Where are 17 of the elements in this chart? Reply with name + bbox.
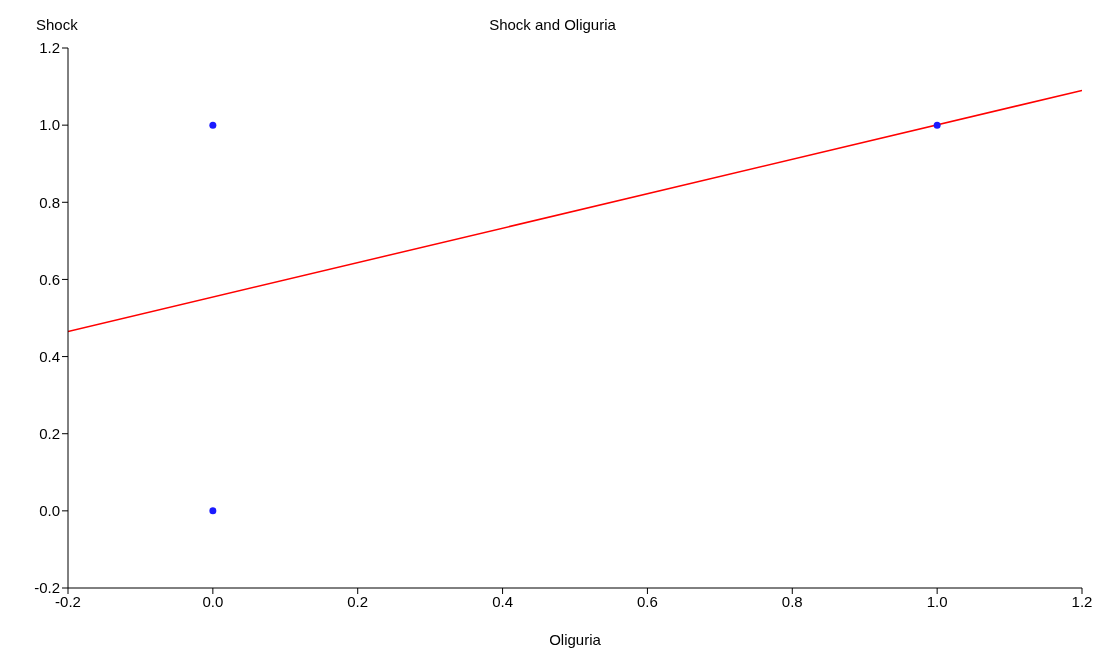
y-tick-label: 0.6: [39, 270, 60, 288]
x-axis-title: Oliguria: [548, 631, 602, 648]
x-tick-label: 1.2: [1071, 592, 1093, 610]
y-tick-label: 0.0: [39, 502, 60, 520]
y-axis-title: Shock: [36, 16, 78, 33]
y-tick-label: 0.8: [39, 193, 60, 211]
x-tick-label: 0.2: [347, 592, 369, 610]
y-tick-label: 0.4: [39, 347, 60, 365]
x-tick-label: 0.4: [492, 592, 513, 610]
x-tick-label: 1.0: [926, 592, 948, 610]
y-tick-label: 1.0: [39, 116, 60, 134]
chart-title: Shock and Oliguria: [489, 16, 616, 33]
x-tick-label: 0.0: [202, 592, 224, 610]
y-tick-label: 0.2: [39, 425, 60, 443]
x-tick-label: 0.6: [637, 592, 658, 610]
y-tick-label: 1.2: [39, 39, 60, 57]
x-tick-label: 0.8: [781, 592, 803, 610]
